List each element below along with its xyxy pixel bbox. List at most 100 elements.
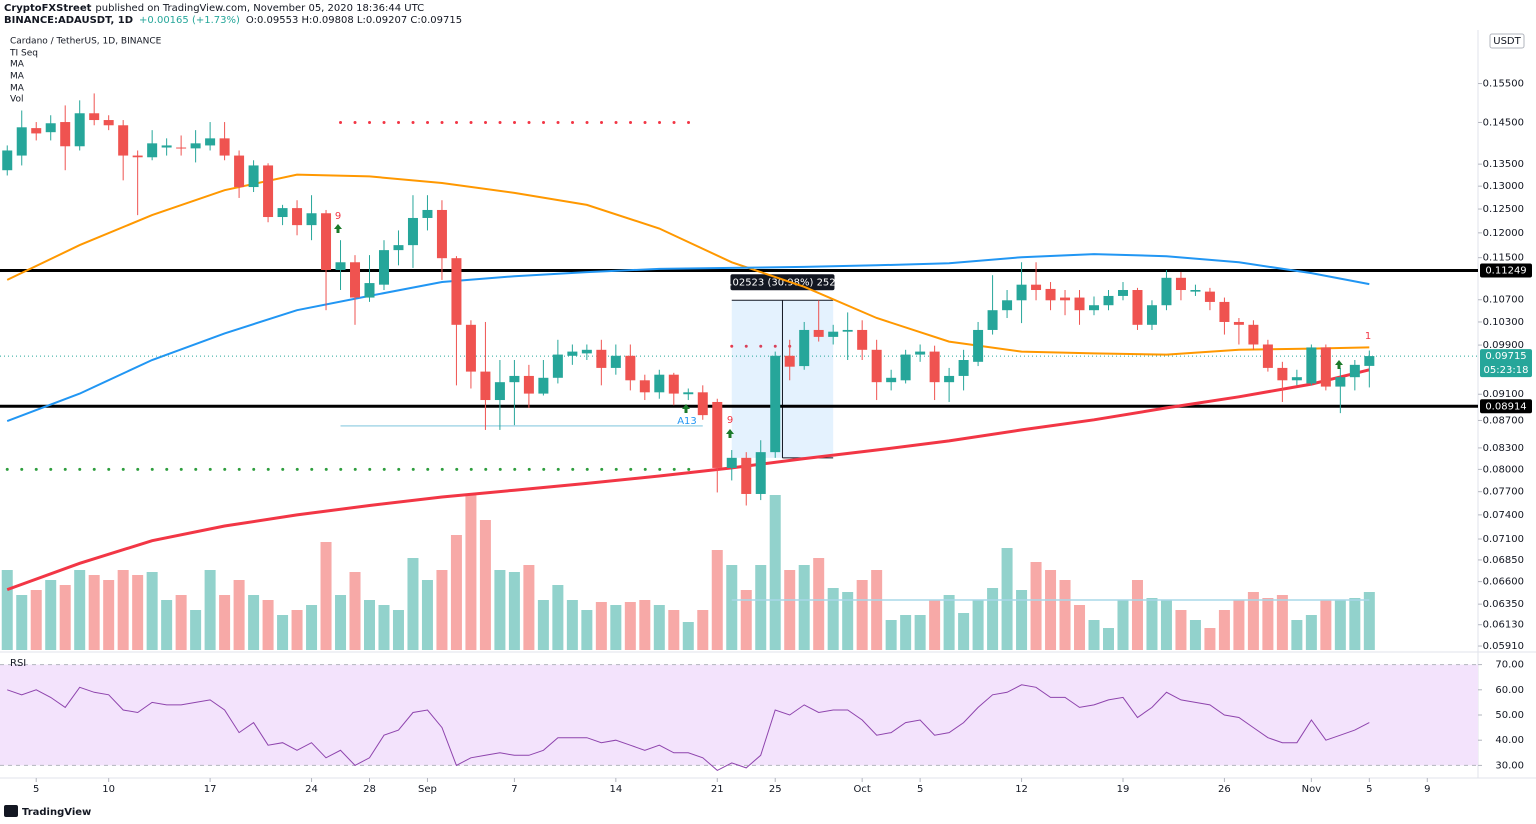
candle-body <box>842 329 853 332</box>
rsi-line <box>7 684 1370 772</box>
volume-bar <box>450 535 462 650</box>
volume-bar <box>682 622 694 650</box>
x-tick-label: Nov <box>1302 784 1322 795</box>
change: +0.00165 (+1.73%) <box>139 15 240 26</box>
y-tick-label: 0.15500 <box>1483 79 1524 90</box>
x-tick-label: 5 <box>917 784 923 795</box>
volume-bar <box>1305 615 1317 650</box>
annotation: A13 <box>677 416 697 427</box>
moving-average <box>6 173 1370 356</box>
y-tick-label: 0.06350 <box>1483 599 1524 610</box>
candle-body <box>321 213 332 270</box>
volume-bar <box>537 600 549 650</box>
candle-body <box>161 145 172 148</box>
candle-body <box>190 143 201 149</box>
candle-body <box>248 165 259 188</box>
volume-bar <box>74 570 86 650</box>
moving-average <box>6 368 1370 592</box>
volume-bar <box>523 565 535 650</box>
candle-body <box>1233 321 1244 325</box>
volume-bar <box>769 495 781 650</box>
volume-bar <box>45 580 57 650</box>
x-tick-label: 12 <box>1015 784 1028 795</box>
candle-body <box>784 355 795 367</box>
author: CryptoFXStreet <box>4 3 92 14</box>
volume-bar <box>175 595 187 650</box>
volume-bar <box>813 558 825 650</box>
volume-bar <box>335 595 347 650</box>
y-tick-label: 0.08300 <box>1483 443 1524 454</box>
volume-bar <box>1175 610 1187 650</box>
footer-logo: TradingView <box>22 807 91 818</box>
y-tick-label: 0.11500 <box>1483 253 1524 264</box>
y-tick-label: 0.08000 <box>1483 464 1524 475</box>
candle-body <box>277 208 288 218</box>
volume-bar <box>103 580 115 650</box>
moving-average <box>6 253 1370 423</box>
currency-box <box>1489 33 1525 49</box>
volume-bar <box>465 495 477 650</box>
volume-bar <box>624 602 636 650</box>
volume-bar <box>494 570 506 650</box>
signal-arrow <box>1335 360 1343 369</box>
x-tick-label: 26 <box>1218 784 1231 795</box>
volume-bar <box>798 565 810 650</box>
rsi-band <box>0 664 1478 766</box>
logo-icon <box>4 805 18 817</box>
symbol-line: BINANCE:ADAUSDT, 1D +0.00165 (+1.73%) O:0.… <box>4 15 462 26</box>
volume-bar <box>1045 570 1057 650</box>
candle-body <box>31 128 42 134</box>
volume-bar <box>132 575 144 650</box>
volume-bar <box>117 570 129 650</box>
signal-arrow <box>726 429 734 438</box>
x-tick-label: Oct <box>854 784 871 795</box>
y-tick-label: 0.14500 <box>1483 117 1524 128</box>
candle-body <box>176 147 187 149</box>
rsi-tick-label: 60.00 <box>1495 685 1524 696</box>
candle-body <box>668 374 679 394</box>
volume-bar <box>726 565 738 650</box>
annotation: 9 <box>727 415 733 426</box>
x-tick-label: Sep <box>418 784 437 795</box>
candle-body <box>929 351 940 383</box>
volume-bar <box>1291 620 1303 650</box>
volume-bar <box>914 615 926 650</box>
symbol: BINANCE:ADAUSDT, 1D <box>4 15 133 26</box>
volume-bar <box>1030 562 1042 650</box>
candle-body <box>234 155 245 188</box>
rsi-label: RSI <box>10 658 26 669</box>
volume-bar <box>1349 598 1361 650</box>
volume-bar <box>1218 610 1230 650</box>
candle-body <box>1103 295 1114 306</box>
published: published on TradingView.com, November 0… <box>95 3 424 14</box>
volume-bar <box>1262 598 1274 650</box>
rsi-tick-label: 30.00 <box>1495 760 1524 771</box>
volume-bar <box>161 600 173 650</box>
legend-title: Cardano / TetherUS, 1D, BINANCE <box>10 37 162 47</box>
candle-body <box>219 138 230 156</box>
candle-body <box>16 127 27 156</box>
candle-body <box>1349 364 1360 378</box>
candle-body <box>1248 324 1259 345</box>
volume-bar <box>1189 620 1201 650</box>
x-tick-label: 5 <box>33 784 39 795</box>
x-tick-label: 17 <box>204 784 217 795</box>
candle-body <box>292 208 303 226</box>
y-tick-label: 0.13500 <box>1483 159 1524 170</box>
volume-bar <box>653 605 665 650</box>
candle-body <box>74 113 85 147</box>
candle-body <box>538 377 549 394</box>
x-tick-label: 28 <box>363 784 376 795</box>
candle-body <box>451 258 462 325</box>
candle-body <box>1306 347 1317 384</box>
volume-bar <box>1074 605 1086 650</box>
candle-body <box>393 245 404 251</box>
ohlc: O:0.09553 H:0.09808 L:0.09207 C:0.09715 <box>246 15 462 26</box>
y-tick-label: 0.12500 <box>1483 204 1524 215</box>
volume-bar <box>392 610 404 650</box>
candle-body <box>770 355 781 453</box>
volume-bar <box>987 588 999 650</box>
candle-body <box>857 329 868 350</box>
volume-bar <box>958 613 970 650</box>
